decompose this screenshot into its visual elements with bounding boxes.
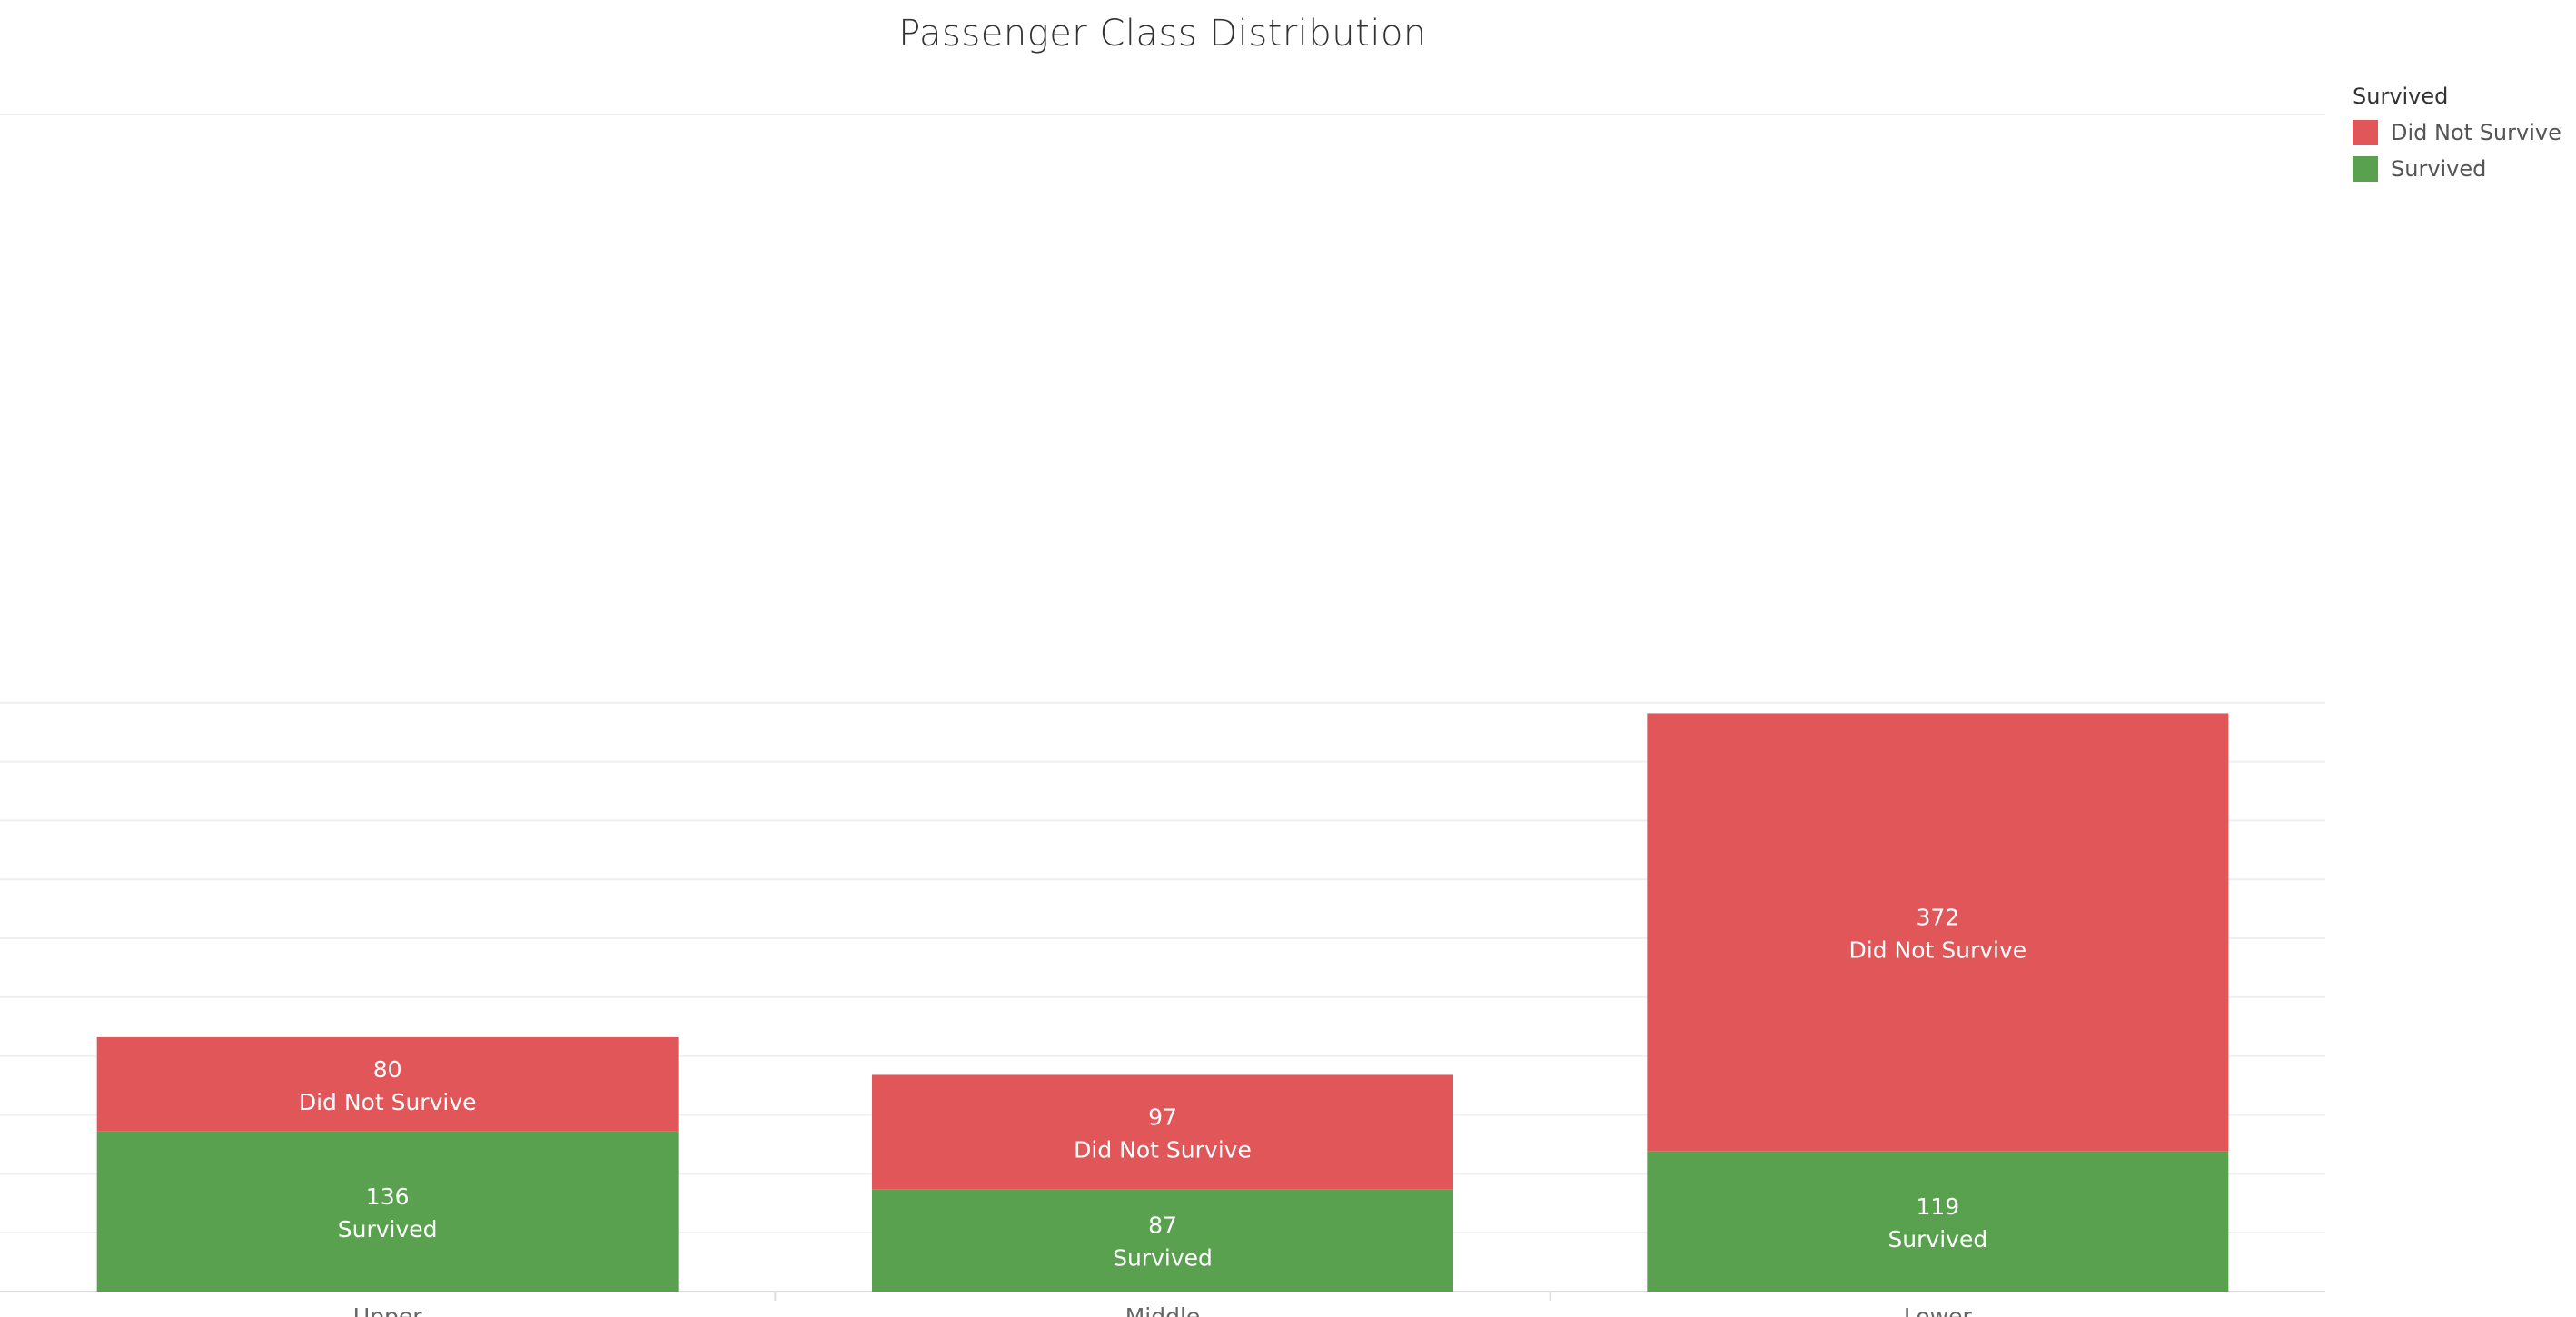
legend-label: Survived xyxy=(2391,156,2487,182)
data-label-value: 87 xyxy=(1148,1213,1177,1239)
chart-title: Passenger Class Distribution xyxy=(898,13,1427,54)
bar-lower-did-not-survive[interactable] xyxy=(1647,713,2229,1152)
bars xyxy=(96,713,2229,1292)
data-label-series: Survived xyxy=(1113,1245,1213,1272)
data-label-series: Did Not Survive xyxy=(299,1089,477,1115)
legend-label: Did Not Survive xyxy=(2391,120,2561,145)
data-labels: 136 Survived 80 Did Not Survive 87 Survived 97… xyxy=(299,905,2026,1272)
legend-item-survived[interactable]: Survived xyxy=(2353,151,2561,187)
bar-middle-did-not-survive[interactable] xyxy=(872,1074,1453,1190)
data-label-series: Survived xyxy=(1887,1226,1987,1253)
data-label-value: 97 xyxy=(1148,1104,1177,1130)
data-label-value: 372 xyxy=(1916,905,1959,931)
data-label-series: Did Not Survive xyxy=(1074,1136,1252,1163)
bar-middle-survived[interactable] xyxy=(872,1189,1453,1292)
data-label-value: 80 xyxy=(373,1056,402,1083)
x-tick-label: Middle xyxy=(1125,1303,1201,1317)
legend: Survived Did Not Survive Survived xyxy=(2353,84,2561,187)
chart-area: 136 Survived 80 Did Not Survive 87 Survived 97… xyxy=(0,114,2325,1317)
data-label-value: 119 xyxy=(1916,1193,1959,1220)
bar-upper-did-not-survive[interactable] xyxy=(96,1036,679,1132)
data-label-series: Did Not Survive xyxy=(1848,937,2026,964)
legend-item-did-not-survive[interactable]: Did Not Survive xyxy=(2353,114,2561,151)
legend-swatch-survived xyxy=(2353,156,2378,182)
legend-title: Survived xyxy=(2353,84,2449,109)
bar-upper-survived[interactable] xyxy=(96,1131,679,1292)
x-axis: Upper Middle Lower xyxy=(353,1292,1973,1317)
data-label-series: Survived xyxy=(338,1216,438,1243)
legend-swatch-did-not-survive xyxy=(2353,120,2378,145)
bar-lower-survived[interactable] xyxy=(1647,1151,2229,1292)
x-tick-label: Lower xyxy=(1904,1303,1973,1317)
x-tick-label: Upper xyxy=(353,1303,422,1317)
data-label-value: 136 xyxy=(366,1183,410,1210)
